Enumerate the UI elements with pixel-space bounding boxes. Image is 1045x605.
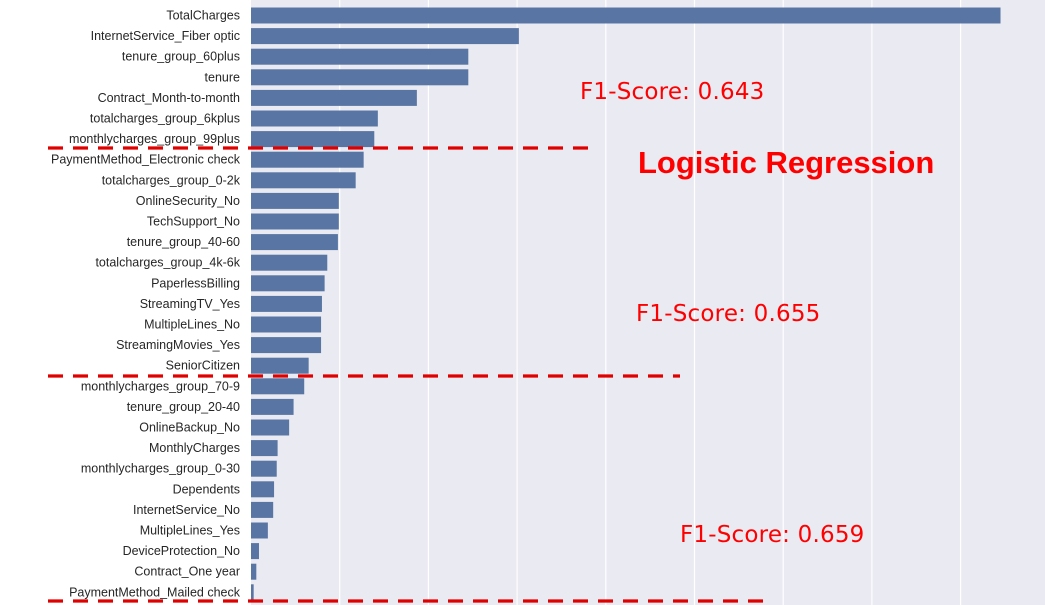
category-label: Dependents (173, 482, 240, 496)
category-label: TotalCharges (166, 9, 240, 23)
bar (251, 460, 277, 477)
bar (251, 522, 268, 539)
bar (251, 337, 322, 354)
bar (251, 234, 338, 251)
category-label: SeniorCitizen (166, 359, 240, 373)
f1-score-label-2: F1-Score: 0.655 (636, 301, 821, 327)
bar (251, 151, 364, 168)
bar (251, 543, 259, 560)
category-label: totalcharges_group_0-2k (102, 173, 241, 187)
category-label: PaymentMethod_Electronic check (51, 153, 241, 167)
bar (251, 213, 339, 230)
category-label: Contract_One year (134, 565, 240, 579)
bar (251, 254, 328, 271)
category-label: tenure (205, 70, 240, 84)
model-title: Logistic Regression (638, 145, 935, 180)
bar (251, 481, 275, 498)
category-label: totalcharges_group_4k-6k (95, 256, 240, 270)
bar (251, 501, 274, 518)
category-label: StreamingMovies_Yes (116, 338, 240, 352)
category-tick-labels: TotalCharges InternetService_Fiber optic t… (51, 9, 241, 600)
bar (251, 275, 325, 292)
bar (251, 563, 257, 580)
category-label: StreamingTV_Yes (140, 297, 240, 311)
bar (251, 48, 469, 65)
bar (251, 584, 254, 601)
bar (251, 295, 322, 312)
category-label: InternetService_No (133, 503, 240, 517)
bar (251, 89, 417, 106)
bar (251, 28, 519, 45)
category-label: PaymentMethod_Mailed check (69, 585, 241, 599)
category-label: tenure_group_20-40 (127, 400, 240, 414)
category-label: Contract_Month-to-month (98, 91, 240, 105)
bar (251, 398, 294, 415)
bar (251, 357, 309, 374)
category-label: InternetService_Fiber optic (91, 29, 240, 43)
category-label: MultipleLines_Yes (140, 524, 240, 538)
bar (251, 110, 378, 127)
category-label: monthlycharges_group_70-9 (81, 379, 240, 393)
bar (251, 440, 278, 457)
bar (251, 316, 322, 333)
f1-score-label-1: F1-Score: 0.643 (580, 79, 765, 105)
bar (251, 419, 290, 436)
group-separators (48, 146, 765, 603)
bar (251, 7, 1001, 24)
bar (251, 69, 469, 86)
category-label: monthlycharges_group_0-30 (81, 462, 240, 476)
category-label: tenure_group_60plus (122, 50, 240, 64)
bar (251, 131, 375, 148)
category-label: totalcharges_group_6kplus (90, 112, 240, 126)
bar (251, 378, 305, 395)
category-label: DeviceProtection_No (123, 544, 240, 558)
category-label: OnlineSecurity_No (136, 194, 240, 208)
bar-series (251, 7, 1001, 601)
category-label: OnlineBackup_No (139, 421, 240, 435)
f1-score-label-3: F1-Score: 0.659 (680, 522, 865, 548)
category-label: MultipleLines_No (144, 318, 240, 332)
category-label: tenure_group_40-60 (127, 235, 240, 249)
category-label: TechSupport_No (147, 215, 240, 229)
bar (251, 172, 356, 189)
bar (251, 192, 339, 209)
category-label: monthlycharges_group_99plus (69, 132, 240, 146)
category-label: PaperlessBilling (151, 276, 240, 290)
category-label: MonthlyCharges (149, 441, 240, 455)
